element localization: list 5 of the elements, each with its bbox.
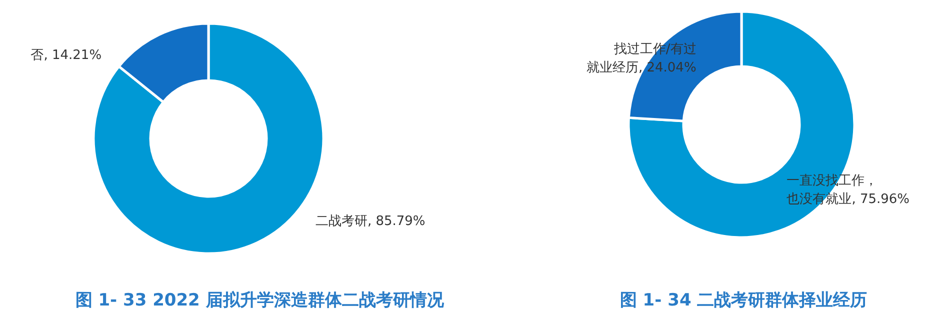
slice-label: 一直没找工作，也没有就业, 75.96%	[786, 173, 910, 208]
slice-label: 二战考研, 85.79%	[315, 214, 426, 229]
text: 图 1- 33 2022 届拟升学深造群体二战考研情况	[75, 290, 445, 310]
slice-label: 否, 14.21%	[30, 48, 102, 64]
text: 图 1- 34 二战考研群体择业经历	[620, 290, 868, 310]
